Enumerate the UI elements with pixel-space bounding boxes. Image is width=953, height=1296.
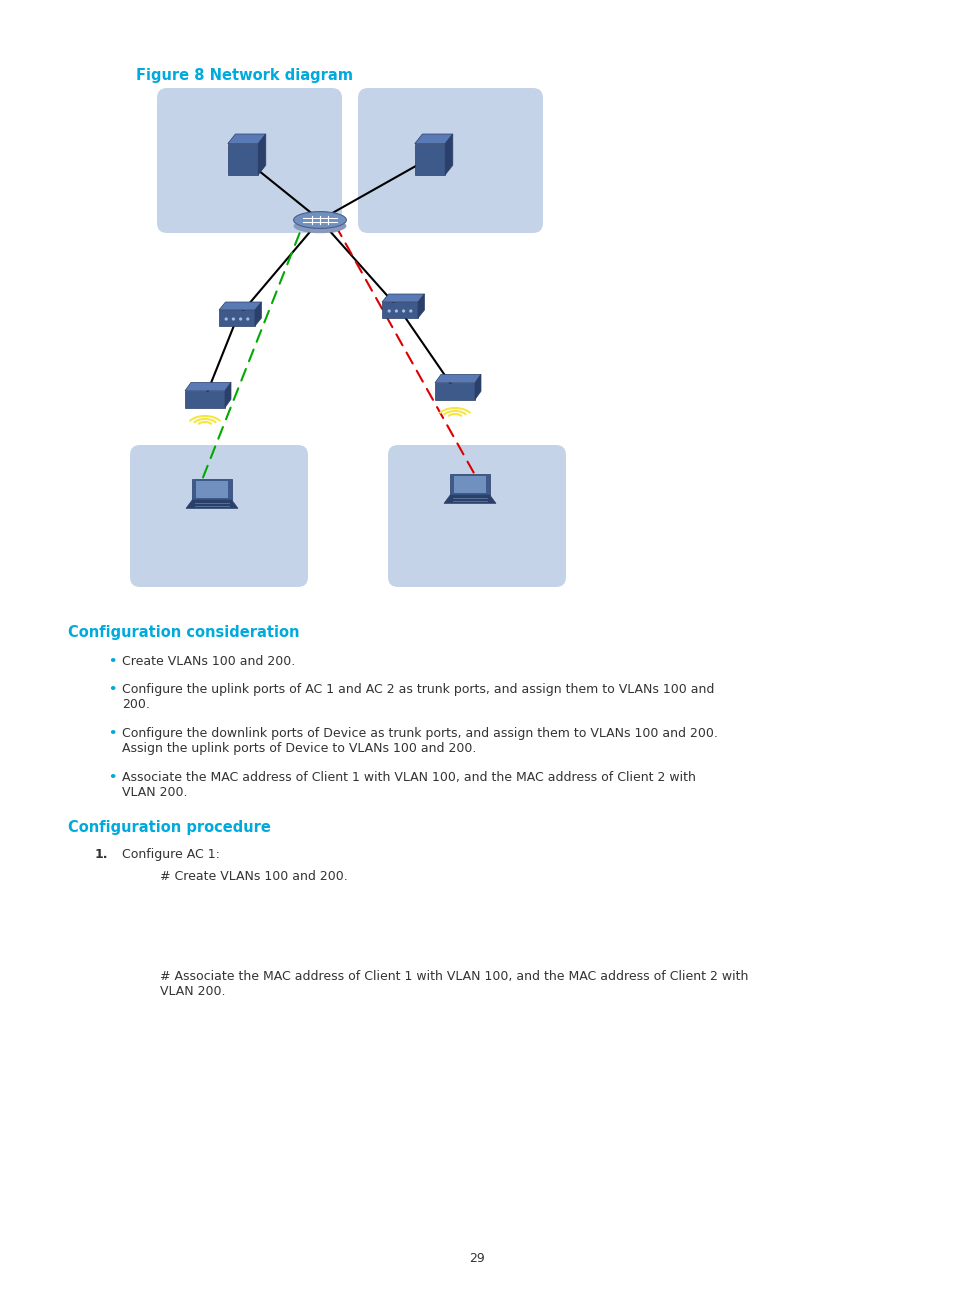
Circle shape <box>224 318 228 320</box>
Text: Configuration procedure: Configuration procedure <box>68 820 271 835</box>
Polygon shape <box>185 382 231 391</box>
Polygon shape <box>454 476 485 492</box>
Polygon shape <box>228 133 266 144</box>
Text: 1.: 1. <box>95 848 109 861</box>
Circle shape <box>246 318 249 320</box>
Polygon shape <box>228 144 258 175</box>
FancyBboxPatch shape <box>157 88 341 233</box>
Polygon shape <box>445 133 453 175</box>
Polygon shape <box>254 302 261 327</box>
Polygon shape <box>193 478 232 500</box>
Text: # Associate the MAC address of Client 1 with VLAN 100, and the MAC address of Cl: # Associate the MAC address of Client 1 … <box>160 969 747 998</box>
Polygon shape <box>219 310 254 327</box>
Polygon shape <box>435 382 475 399</box>
FancyBboxPatch shape <box>388 445 565 587</box>
Polygon shape <box>186 500 237 508</box>
Circle shape <box>395 310 397 312</box>
Text: •: • <box>108 727 116 740</box>
Text: Configure the downlink ports of Device as trunk ports, and assign them to VLANs : Configure the downlink ports of Device a… <box>122 727 717 756</box>
Polygon shape <box>435 375 480 382</box>
Text: •: • <box>108 771 116 784</box>
Text: # Create VLANs 100 and 200.: # Create VLANs 100 and 200. <box>160 870 348 883</box>
Polygon shape <box>258 133 266 175</box>
Circle shape <box>401 310 405 312</box>
Text: •: • <box>108 683 116 696</box>
Polygon shape <box>475 375 480 399</box>
Polygon shape <box>443 495 496 503</box>
Polygon shape <box>450 474 489 495</box>
Circle shape <box>387 310 391 312</box>
FancyBboxPatch shape <box>357 88 542 233</box>
Polygon shape <box>417 294 424 318</box>
Ellipse shape <box>294 211 346 228</box>
Circle shape <box>409 310 412 312</box>
Circle shape <box>239 318 242 320</box>
Text: Configure AC 1:: Configure AC 1: <box>122 848 219 861</box>
Text: Figure 8 Network diagram: Figure 8 Network diagram <box>136 67 353 83</box>
Text: Configuration consideration: Configuration consideration <box>68 625 299 640</box>
Text: Configure the uplink ports of AC 1 and AC 2 as trunk ports, and assign them to V: Configure the uplink ports of AC 1 and A… <box>122 683 714 712</box>
Polygon shape <box>219 302 261 310</box>
FancyBboxPatch shape <box>130 445 308 587</box>
Polygon shape <box>381 302 417 318</box>
Polygon shape <box>415 133 453 144</box>
Polygon shape <box>381 294 424 302</box>
Polygon shape <box>196 481 228 498</box>
Ellipse shape <box>294 219 346 233</box>
Circle shape <box>232 318 234 320</box>
Polygon shape <box>185 391 225 408</box>
Polygon shape <box>225 382 231 408</box>
Text: 29: 29 <box>469 1252 484 1265</box>
Polygon shape <box>415 144 445 175</box>
Text: Associate the MAC address of Client 1 with VLAN 100, and the MAC address of Clie: Associate the MAC address of Client 1 wi… <box>122 771 695 800</box>
Text: Create VLANs 100 and 200.: Create VLANs 100 and 200. <box>122 654 294 667</box>
Text: •: • <box>108 654 116 667</box>
